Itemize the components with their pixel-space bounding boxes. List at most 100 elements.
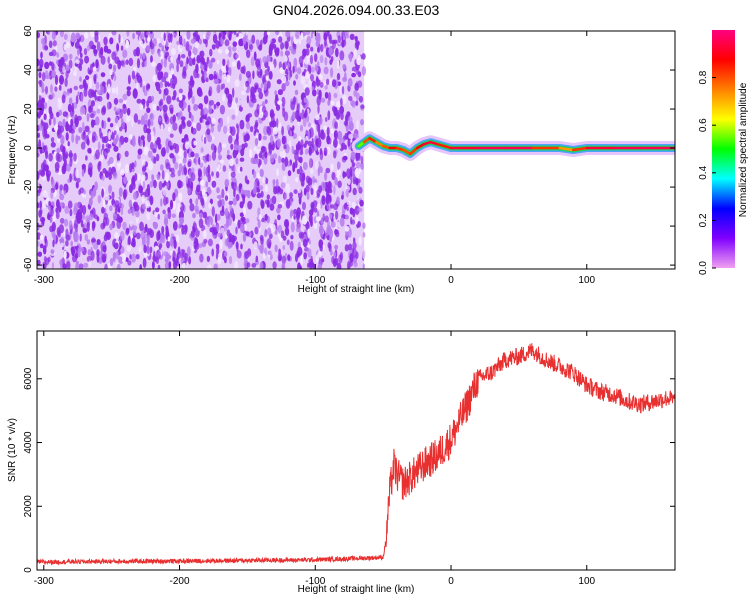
noise-cell [349,33,355,41]
noise-cell [51,31,56,40]
noise-cell [101,175,105,181]
noise-cell [235,157,239,165]
noise-cell [96,41,101,52]
noise-cell [169,250,173,256]
noise-cell [336,196,340,205]
noise-cell [74,114,78,123]
noise-cell [245,70,251,79]
noise-cell [299,149,304,156]
noise-cell [251,158,257,165]
noise-cell [238,106,243,112]
colorbar-tick-label: 0.4 [698,165,709,179]
colorbar-scale [712,30,735,268]
noise-cell [105,148,110,153]
noise-cell [192,56,196,66]
noise-cell [148,160,154,171]
noise-cell [356,119,359,130]
figure-title: GN04.2026.094.00.33.E03 [273,2,440,18]
noise-cell [67,200,73,209]
noise-cell [113,145,119,152]
noise-cell [318,224,324,235]
noise-cell [185,41,190,51]
noise-cell [214,145,217,154]
noise-cell [276,138,282,148]
noise-cell [315,160,319,170]
noise-cell [63,33,68,41]
noise-cell [240,243,243,250]
x-tick-label: 0 [448,275,454,286]
noise-cell [232,235,237,242]
noise-cell [56,148,60,153]
noise-cell [212,33,218,44]
noise-cell [227,125,231,136]
noise-cell [300,257,303,266]
noise-cell [278,248,281,256]
noise-cell [235,106,239,117]
noise-cell [261,217,265,223]
noise-cell [215,171,220,179]
noise-cell [108,167,112,177]
noise-cell [337,35,341,44]
signal-core-segment [558,146,575,152]
noise-cell [134,204,140,212]
noise-cell [85,155,88,161]
noise-cell [242,65,246,75]
noise-cell [297,246,303,256]
noise-cell [131,176,136,185]
noise-cell [293,57,298,68]
noise-cell [40,216,46,223]
noise-cell [65,151,69,160]
noise-cell [210,216,214,226]
noise-cell [313,207,318,213]
noise-cell [186,31,191,40]
noise-cell [314,53,318,63]
noise-cell [306,114,310,123]
y-tick-label: 6000 [23,367,34,390]
noise-cell [48,118,52,126]
noise-cell [290,221,295,233]
noise-cell [265,75,269,81]
noise-cell [362,222,366,229]
noise-cell [54,184,59,191]
noise-cell [307,248,312,258]
noise-cell [37,32,40,39]
noise-cell [180,248,185,259]
noise-cell [334,229,339,235]
noise-cell [111,51,117,61]
noise-cell [326,126,330,137]
noise-cell [255,39,260,46]
noise-cell [249,148,253,158]
noise-cell [358,237,362,244]
noise-cell [258,214,262,221]
noise-cell [152,74,157,82]
noise-cell [239,73,242,81]
noise-cell [358,95,364,103]
noise-cell [97,95,103,102]
noise-cell [276,79,282,85]
noise-cell [75,168,79,179]
noise-cell [337,180,342,188]
noise-cell [341,194,344,200]
noise-cell [336,72,341,81]
noise-cell [137,173,141,181]
noise-cell [153,222,158,230]
noise-cell [42,245,47,255]
noise-cell [231,181,235,190]
noise-cell [341,38,347,47]
noise-cell [129,221,133,227]
noise-cell [149,246,153,254]
x-tick-label: -200 [170,576,190,587]
noise-cell [43,101,48,110]
noise-cell [49,216,53,223]
noise-cell [108,156,114,165]
noise-cell [74,41,80,49]
noise-cell [362,232,366,238]
noise-cell [91,147,95,156]
noise-cell [54,74,59,86]
noise-cell [188,56,194,67]
noise-cell [355,100,359,106]
noise-cell [319,132,325,139]
snr-y-axis-label: SNR (10 * v/v) [7,418,18,482]
noise-cell [209,198,214,205]
